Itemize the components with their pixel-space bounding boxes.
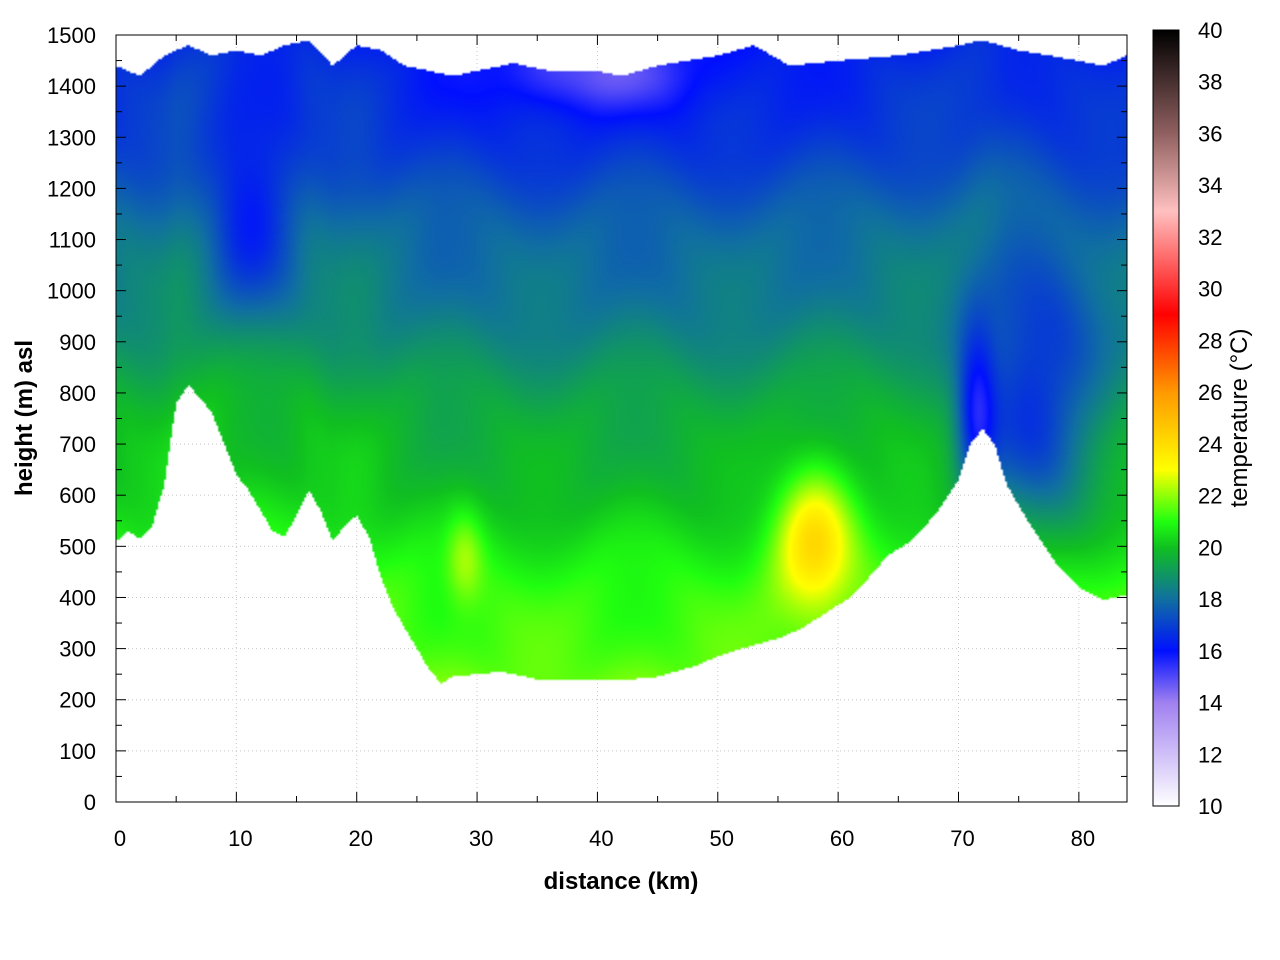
x-tick-label-0: 0 [114,826,126,851]
colorbar-tick-label-11: 32 [1198,225,1222,250]
y-tick-label-2: 200 [59,688,96,713]
y-tick-label-11: 1100 [49,228,96,253]
y-tick-label-9: 900 [59,330,96,355]
y-tick-label-13: 1300 [47,125,96,150]
colorbar [1152,29,1180,807]
colorbar-tick-label-6: 22 [1198,484,1222,509]
colorbar-tick-label-12: 34 [1198,173,1222,198]
colorbar-tick-label-4: 18 [1198,587,1222,612]
x-axis-title: distance (km) [544,868,699,895]
colorbar-tick-label-10: 30 [1198,277,1222,302]
x-tick-label-8: 80 [1071,826,1095,851]
colorbar-tick-label-7: 24 [1198,432,1222,457]
colorbar-tick-label-9: 28 [1198,328,1222,353]
colorbar-tick-label-13: 36 [1198,121,1222,146]
colorbar-tick-label-15: 40 [1198,18,1222,43]
y-tick-label-8: 800 [59,381,96,406]
y-tick-label-14: 1400 [47,74,96,99]
y-tick-label-1: 100 [59,739,96,764]
y-tick-label-7: 700 [59,432,96,457]
x-tick-label-3: 30 [469,826,493,851]
colorbar-tick-label-1: 12 [1198,742,1222,767]
x-tick-label-5: 50 [710,826,734,851]
colorbar-tick-labels: 10 12 14 16 18 20 22 24 26 28 30 32 34 36 38 40 [1198,18,1222,819]
y-axis-title: height (m) asl [11,340,38,496]
x-tick-label-2: 20 [348,826,372,851]
colorbar-tick-label-2: 14 [1198,691,1222,716]
y-tick-label-12: 1200 [47,176,96,201]
colorbar-tick-label-5: 20 [1198,535,1222,560]
x-tick-label-4: 40 [589,826,613,851]
y-tick-label-5: 500 [59,534,96,559]
y-tick-label-0: 0 [84,790,96,815]
colorbar-title: temperature (°C) [1226,329,1253,508]
colorbar-tick-label-14: 38 [1198,70,1222,95]
colorbar-tick-label-3: 16 [1198,639,1222,664]
colorbar-tick-label-0: 10 [1198,794,1222,819]
x-tick-label-1: 10 [228,826,252,851]
x-tick-label-6: 60 [830,826,854,851]
y-tick-label-3: 300 [59,637,96,662]
y-tick-label-4: 400 [59,585,96,610]
temperature-field [116,35,1127,802]
y-tick-label-6: 600 [59,483,96,508]
colorbar-tick-label-8: 26 [1198,380,1222,405]
y-tick-label-15: 1500 [47,23,96,48]
x-axis-tick-labels: 0 10 20 30 40 50 60 70 80 [114,826,1095,851]
y-tick-label-10: 1000 [47,279,96,304]
y-axis-tick-labels: 0 100 200 300 400 500 600 700 800 900 1000 1100 1200… [47,23,96,815]
x-tick-label-7: 70 [950,826,974,851]
